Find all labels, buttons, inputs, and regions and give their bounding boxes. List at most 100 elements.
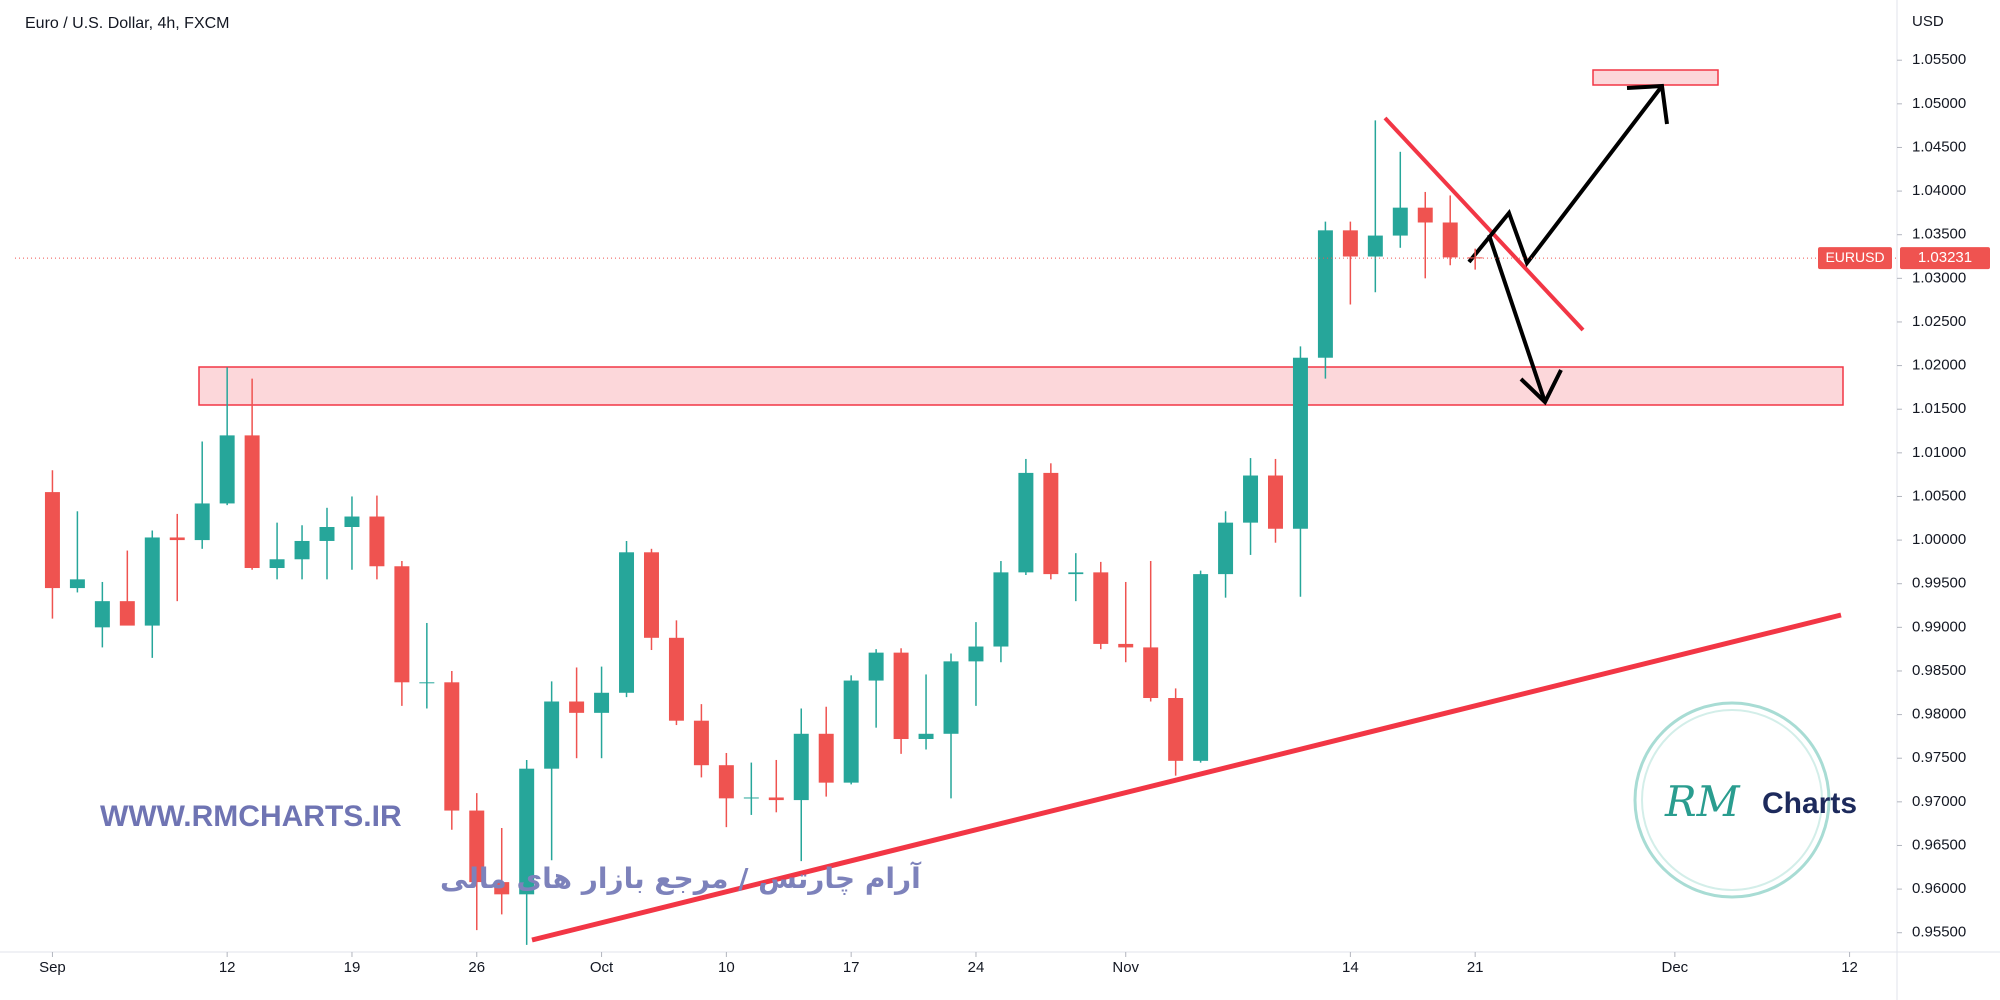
y-tick-label: 1.05000 (1912, 95, 1966, 112)
candle-body (1243, 475, 1259, 523)
candle-body (244, 435, 260, 569)
x-tick-label: Nov (1112, 959, 1139, 976)
x-tick-label: 12 (219, 959, 236, 976)
candle-body (69, 579, 85, 589)
x-tick-label: 17 (843, 959, 860, 976)
candles (44, 120, 1483, 945)
y-tick-label: 0.98000 (1912, 706, 1966, 723)
candle-body (668, 637, 684, 721)
y-tick-label: 1.00000 (1912, 531, 1966, 548)
candle-body (319, 526, 335, 541)
candle-body (1093, 572, 1109, 644)
candle-body (519, 768, 535, 895)
y-tick-label: 1.04000 (1912, 182, 1966, 199)
y-unit: USD (1912, 13, 1944, 30)
candle-body (94, 601, 110, 628)
candle-body (419, 682, 435, 684)
candle-body (893, 652, 909, 740)
candle-body (594, 692, 610, 713)
y-tick-label: 1.02000 (1912, 357, 1966, 374)
drawings (198, 69, 1844, 943)
arrow-head (1626, 83, 1669, 125)
candle-body (1143, 647, 1159, 699)
candle-body (1367, 235, 1383, 257)
logo-circle (1633, 701, 1831, 899)
y-tick-label: 1.02500 (1912, 313, 1966, 330)
candle-body (119, 601, 135, 626)
candle-body (943, 661, 959, 734)
candle-body (1193, 574, 1209, 761)
candle-body (1218, 522, 1234, 575)
candle-body (469, 810, 485, 883)
candle-body (1118, 643, 1134, 648)
y-tick-label: 0.95500 (1912, 924, 1966, 941)
candle-body (269, 559, 285, 569)
x-tick-label: 10 (718, 959, 735, 976)
x-tick-label: 12 (1841, 959, 1858, 976)
y-tick-label: 1.00500 (1912, 487, 1966, 504)
y-tick-label: 0.99500 (1912, 575, 1966, 592)
x-tick-label: Oct (590, 959, 614, 976)
candle-body (144, 537, 160, 626)
candle-body (1342, 230, 1358, 257)
y-tick-label: 0.97000 (1912, 793, 1966, 810)
candle-body (1442, 222, 1458, 258)
candle-body (843, 680, 859, 783)
candle-body (619, 552, 635, 693)
candle-body (344, 516, 360, 527)
candle-body (868, 652, 884, 681)
x-tick-label: 19 (344, 959, 361, 976)
candle-body (294, 540, 310, 560)
candle-body (993, 572, 1009, 647)
symbol-box (1818, 247, 1892, 270)
y-tick-label: 1.01000 (1912, 444, 1966, 461)
zone (1592, 69, 1719, 86)
x-tick-label: 21 (1467, 959, 1484, 976)
candle-body (1392, 207, 1408, 236)
last-price-box (1900, 247, 1990, 270)
y-tick-label: 0.99000 (1912, 618, 1966, 635)
candle-body (1268, 475, 1283, 529)
last-price-label: 1.03231 (1918, 249, 1972, 266)
y-tick-label: 1.01500 (1912, 400, 1966, 417)
candle-body (194, 503, 210, 541)
logo-circle (1641, 709, 1823, 891)
candle-body (643, 552, 659, 638)
y-tick-label: 0.96500 (1912, 836, 1966, 853)
candle-body (743, 797, 759, 799)
logo-initials: RM (1664, 777, 1741, 826)
watermark-url: WWW.RMCHARTS.IR (100, 800, 402, 833)
candle-body (818, 733, 834, 783)
x-tick-label: 14 (1342, 959, 1359, 976)
y-tick-label: 0.97500 (1912, 749, 1966, 766)
candle-body (369, 516, 385, 567)
x-tick-label: Sep (39, 959, 66, 976)
candle-body (1018, 472, 1034, 573)
candle-body (1317, 230, 1333, 358)
candle-body (1068, 572, 1084, 575)
y-tick-label: 1.03000 (1912, 269, 1966, 286)
x-tick-label: 24 (968, 959, 985, 976)
y-tick-label: 0.96000 (1912, 880, 1966, 897)
candle-body (793, 733, 809, 801)
watermark-persian: آرام چارتس / مرجع بازار های مالی (440, 861, 922, 895)
candle-body (1043, 472, 1059, 575)
candle-body (394, 566, 410, 683)
candle-body (44, 492, 60, 589)
candle-body (693, 720, 709, 766)
y-tick-label: 1.04500 (1912, 138, 1966, 155)
candle-body (219, 435, 235, 504)
candle-body (494, 882, 510, 895)
trend-line (1383, 116, 1585, 332)
candle-body (1292, 357, 1308, 529)
x-tick-label: 26 (468, 959, 485, 976)
symbol-label: EURUSD (1825, 249, 1884, 265)
arrow (1487, 234, 1547, 403)
y-tick-label: 1.03500 (1912, 226, 1966, 243)
candle-body (968, 646, 984, 662)
candle-body (768, 797, 784, 801)
trend-line (531, 612, 1842, 943)
candle-body (1417, 207, 1433, 223)
arrow-head (1519, 369, 1563, 406)
